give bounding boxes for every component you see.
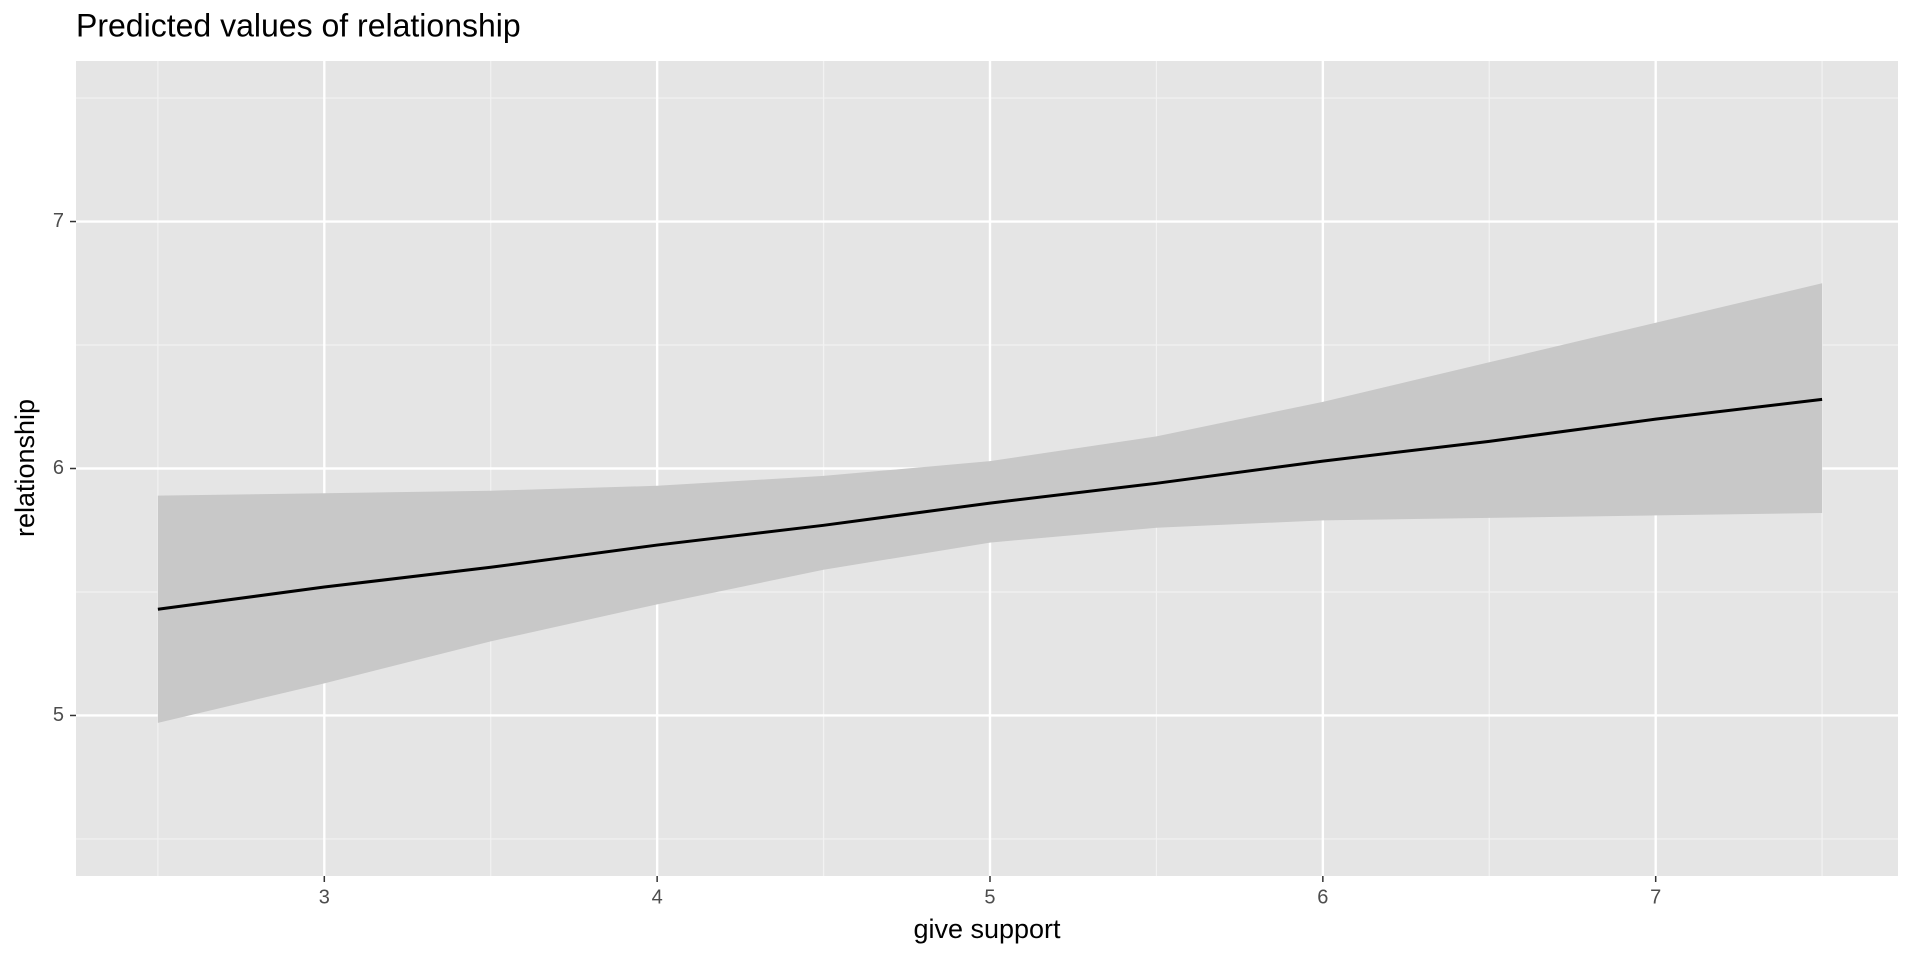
y-tick-label: 7 bbox=[53, 210, 64, 232]
y-axis-label: relationship bbox=[10, 399, 40, 537]
y-tick-label: 6 bbox=[53, 457, 64, 479]
chart-title: Predicted values of relationship bbox=[76, 7, 521, 43]
x-tick-label: 3 bbox=[319, 886, 330, 908]
x-tick-label: 4 bbox=[652, 886, 663, 908]
y-tick-label: 5 bbox=[53, 704, 64, 726]
x-tick-label: 6 bbox=[1317, 886, 1328, 908]
x-axis-label: give support bbox=[913, 914, 1061, 944]
prediction-line bbox=[157, 397, 1823, 611]
x-tick-label: 7 bbox=[1650, 886, 1661, 908]
x-tick-label: 5 bbox=[984, 886, 995, 908]
